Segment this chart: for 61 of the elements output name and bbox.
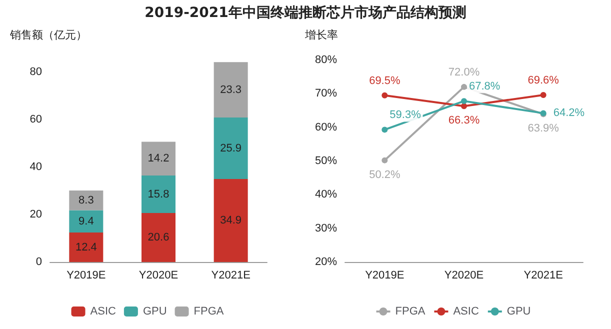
bar	[214, 118, 248, 180]
point	[461, 103, 467, 110]
point	[382, 92, 388, 98]
data-label: 25.9	[220, 142, 242, 154]
data-label: 8.3	[78, 194, 94, 206]
y-tick-label: 60%	[314, 121, 338, 134]
data-label: 34.9	[220, 214, 242, 227]
bar	[142, 175, 176, 214]
bar	[214, 179, 248, 262]
data-label: 69.5%	[369, 74, 400, 87]
x-tick-label: Y2019E	[66, 270, 106, 282]
x-tick-label: Y2020E	[444, 270, 484, 282]
point	[540, 92, 546, 98]
point	[382, 126, 388, 133]
point	[461, 98, 467, 104]
data-label: 15.8	[148, 188, 170, 200]
y-tick-label: 40%	[314, 188, 338, 201]
data-label: 69.6%	[528, 74, 560, 87]
bar	[69, 210, 104, 233]
bar	[69, 190, 104, 210]
legend-label: GPU	[506, 306, 531, 318]
y-tick-label: 80	[30, 66, 42, 78]
bar	[142, 213, 176, 262]
data-label: 50.2%	[369, 168, 400, 181]
point	[382, 157, 388, 164]
data-label: 20.6	[148, 232, 170, 244]
y-tick-label: 50%	[314, 155, 338, 167]
data-label: 64.2%	[553, 107, 585, 120]
legend-label: ASIC	[453, 306, 479, 318]
point	[461, 84, 467, 90]
y-tick-label: 20%	[314, 256, 338, 268]
data-label: 9.4	[78, 215, 94, 228]
x-tick-label: Y2020E	[138, 270, 178, 282]
y-tick-label: 40	[30, 160, 42, 173]
y-tick-label: 30%	[314, 222, 338, 234]
bar	[69, 232, 104, 262]
legend-label: ASIC	[90, 306, 116, 318]
text: 2019-2021年中国终端推断芯片市场产品结构预测	[144, 4, 468, 22]
legend-label: FPGA	[395, 306, 426, 318]
y-axis-title: 增长率	[304, 28, 338, 42]
data-label: 67.8%	[469, 80, 500, 93]
y-tick-label: 20	[30, 208, 42, 220]
data-label: 12.4	[75, 241, 97, 254]
legend-label: GPU	[142, 306, 167, 318]
data-label: 66.3%	[448, 114, 480, 127]
legend-label: FPGA	[194, 306, 224, 318]
y-tick-label: 80%	[314, 54, 338, 66]
x-tick-label: Y2021E	[211, 270, 250, 282]
y-tick-label: 0	[36, 256, 42, 268]
x-tick-label: Y2021E	[524, 270, 563, 282]
y-tick-label: 70%	[314, 88, 338, 100]
x-tick-label: Y2019E	[365, 270, 404, 282]
data-label: 72.0%	[448, 66, 480, 78]
bar	[214, 62, 248, 118]
data-label: 23.3	[220, 84, 242, 96]
data-label: 14.2	[148, 152, 170, 165]
y-tick-label: 60	[30, 113, 42, 126]
data-label: 63.9%	[528, 122, 560, 135]
data-label: 59.3%	[390, 109, 422, 122]
y-axis-title: 销售额（亿元）	[9, 28, 87, 42]
bar	[142, 142, 176, 176]
